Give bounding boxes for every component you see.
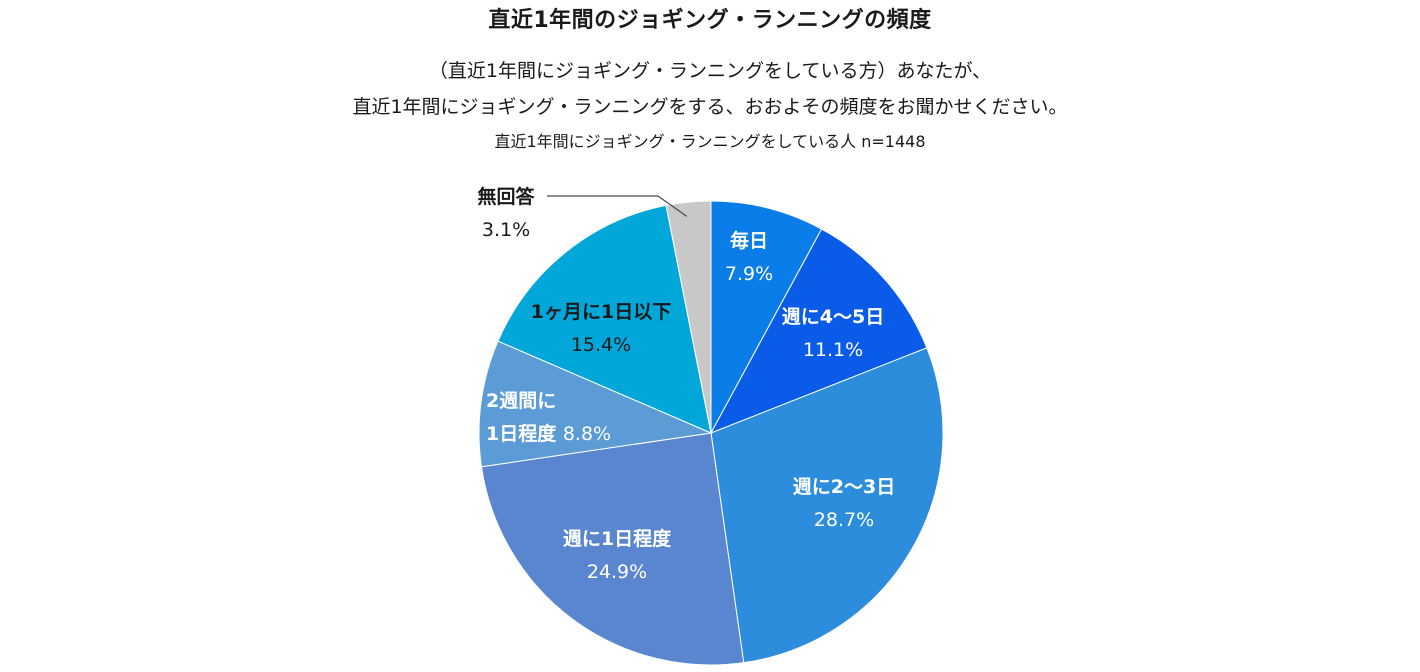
slice-label-3: 週に2〜3日: [793, 476, 895, 498]
sample-size-note: 直近1年間にジョギング・ランニングをしている人 n=1448: [494, 132, 926, 151]
slice-value-2: 11.1%: [803, 339, 863, 361]
slice-value-1: 7.9%: [725, 263, 773, 285]
slice-label-line2-5: 1日程度 8.8%: [486, 422, 611, 445]
slice-value-6: 15.4%: [571, 334, 631, 356]
slice-label-5: 2週間に: [486, 390, 556, 412]
leader-line-no-answer: [547, 195, 688, 217]
question-text-line-2: 直近1年間にジョギング・ランニングをする、おおよその頻度をお聞かせください。: [352, 96, 1068, 118]
pie-slice-5: [478, 340, 713, 468]
pie-slice-4: [480, 432, 745, 666]
slice-label-7: 無回答: [477, 185, 535, 208]
pie-slice-3: [710, 347, 944, 664]
pie-slice-7: [665, 200, 712, 434]
slice-value-7: 3.1%: [482, 219, 530, 241]
slice-value-5: 8.8%: [563, 423, 611, 445]
slice-label-4: 週に1日程度: [563, 527, 672, 550]
slice-label-1: 毎日: [730, 229, 768, 252]
pie-slices: [478, 200, 944, 666]
slice-value-4: 24.9%: [587, 561, 647, 583]
chart-title: 直近1年間のジョギング・ランニングの頻度: [488, 8, 932, 33]
slice-label-2: 週に4〜5日: [782, 306, 884, 328]
slice-value-3: 28.7%: [814, 509, 874, 531]
pie-labels: 毎日 7.9% 週に4〜5日 11.1% 週に2〜3日 28.7% 週に1日程度 24.9% 2…: [477, 185, 895, 583]
question-text-line-1: （直近1年間にジョギング・ランニングをしている方）あなたが、: [428, 60, 992, 82]
pie-slice-1: [710, 200, 823, 434]
pie-slice-2: [709, 228, 928, 434]
slice-label-6: 1ヶ月に1日以下: [531, 301, 671, 323]
pie-slice-6: [497, 204, 712, 434]
